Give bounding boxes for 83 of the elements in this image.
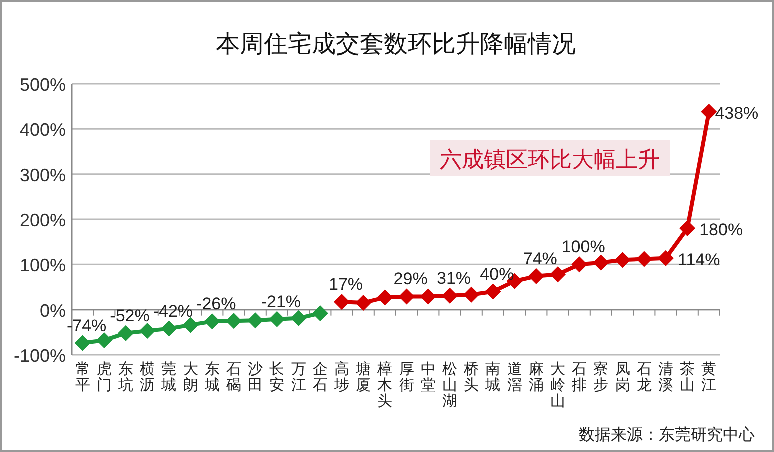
x-tick-label: 长安 bbox=[270, 361, 285, 394]
point bbox=[572, 256, 588, 273]
x-tick-label: 厚街 bbox=[399, 361, 414, 394]
x-tick-label: 万江 bbox=[291, 361, 306, 394]
point bbox=[269, 311, 286, 328]
x-tick-label: 石龙 bbox=[636, 361, 652, 394]
x-tick-label: 莞城 bbox=[160, 361, 177, 394]
point bbox=[701, 104, 718, 120]
x-tick-label: 清溪 bbox=[658, 361, 674, 394]
data-label: 114% bbox=[678, 250, 720, 270]
y-tick-label: 200% bbox=[20, 210, 66, 230]
x-tick-label: 塘厦 bbox=[355, 361, 372, 394]
point bbox=[248, 312, 264, 329]
point bbox=[464, 286, 480, 303]
point bbox=[140, 323, 156, 340]
point bbox=[550, 266, 566, 283]
point bbox=[356, 295, 372, 312]
point bbox=[485, 284, 502, 300]
x-tick-label: 企石 bbox=[312, 361, 328, 394]
point bbox=[528, 268, 544, 284]
data-label: 100% bbox=[562, 238, 606, 257]
x-tick-label: 麻涌 bbox=[528, 361, 544, 394]
x-tick-label: 石碣 bbox=[226, 361, 242, 394]
point bbox=[161, 320, 178, 337]
point bbox=[312, 305, 328, 322]
x-tick-label: 黄江 bbox=[702, 361, 717, 394]
point bbox=[398, 288, 415, 305]
point bbox=[658, 250, 674, 266]
data-label: -26% bbox=[196, 294, 236, 314]
y-tick-label: 100% bbox=[20, 256, 66, 276]
point bbox=[182, 317, 199, 334]
x-tick-label: 石排 bbox=[572, 361, 588, 394]
data-label: 40% bbox=[480, 264, 514, 284]
data-label: -42% bbox=[153, 302, 194, 321]
data-label: 180% bbox=[700, 220, 744, 240]
point bbox=[420, 288, 436, 305]
y-tick-label: 400% bbox=[20, 120, 66, 140]
x-tick-label: 中堂 bbox=[420, 361, 436, 394]
x-tick-label: 虎门 bbox=[96, 361, 112, 394]
point bbox=[442, 288, 458, 304]
x-tick-label: 寮步 bbox=[594, 361, 609, 394]
y-tick-label: 500% bbox=[20, 75, 66, 95]
data-label: 438% bbox=[715, 104, 759, 124]
x-tick-label: 高埗 bbox=[334, 361, 350, 394]
x-tick-label: 凤岗 bbox=[615, 361, 630, 394]
data-label: -21% bbox=[261, 292, 302, 312]
source-note: 数据来源：东莞研究中心 bbox=[579, 426, 755, 444]
point bbox=[226, 313, 242, 330]
point bbox=[680, 220, 696, 237]
annotation: 六成镇区环比大幅上升 bbox=[440, 147, 660, 172]
point bbox=[74, 335, 91, 352]
y-tick-label: 300% bbox=[20, 165, 66, 186]
x-tick-label: 道滘 bbox=[507, 361, 522, 394]
data-label: -52% bbox=[110, 306, 150, 326]
data-label: 17% bbox=[328, 275, 364, 294]
x-tick-label: 大岭山 bbox=[550, 361, 566, 410]
x-tick-label: 东城 bbox=[204, 361, 220, 394]
y-tick-label: -100% bbox=[14, 346, 66, 366]
point bbox=[118, 325, 134, 342]
point bbox=[96, 332, 112, 349]
point bbox=[334, 294, 350, 310]
x-tick-label: 樟木头 bbox=[376, 361, 393, 410]
y-tick-label: 0% bbox=[40, 300, 66, 321]
point bbox=[636, 251, 652, 268]
x-tick-label: 南城 bbox=[484, 361, 501, 394]
x-tick-label: 横沥 bbox=[140, 361, 156, 394]
x-tick-label: 桥头 bbox=[463, 361, 480, 394]
x-tick-label: 东坑 bbox=[118, 361, 134, 394]
x-tick-label: 茶山 bbox=[680, 361, 696, 394]
point bbox=[204, 314, 220, 330]
x-tick-label: 松山湖 bbox=[442, 361, 458, 410]
data-label: 74% bbox=[523, 249, 558, 268]
point bbox=[290, 310, 307, 326]
x-tick-label: 沙田 bbox=[248, 361, 264, 394]
data-label: 29% bbox=[394, 270, 428, 289]
point bbox=[593, 254, 610, 271]
chart-title: 本周住宅成交套数环比升降幅情况 bbox=[216, 31, 576, 58]
data-label: 31% bbox=[436, 268, 472, 288]
x-tick-label: 常平 bbox=[75, 361, 90, 394]
x-tick-label: 大朗 bbox=[183, 361, 198, 394]
point bbox=[377, 290, 394, 306]
point bbox=[614, 252, 631, 268]
data-label: -74% bbox=[66, 316, 107, 336]
